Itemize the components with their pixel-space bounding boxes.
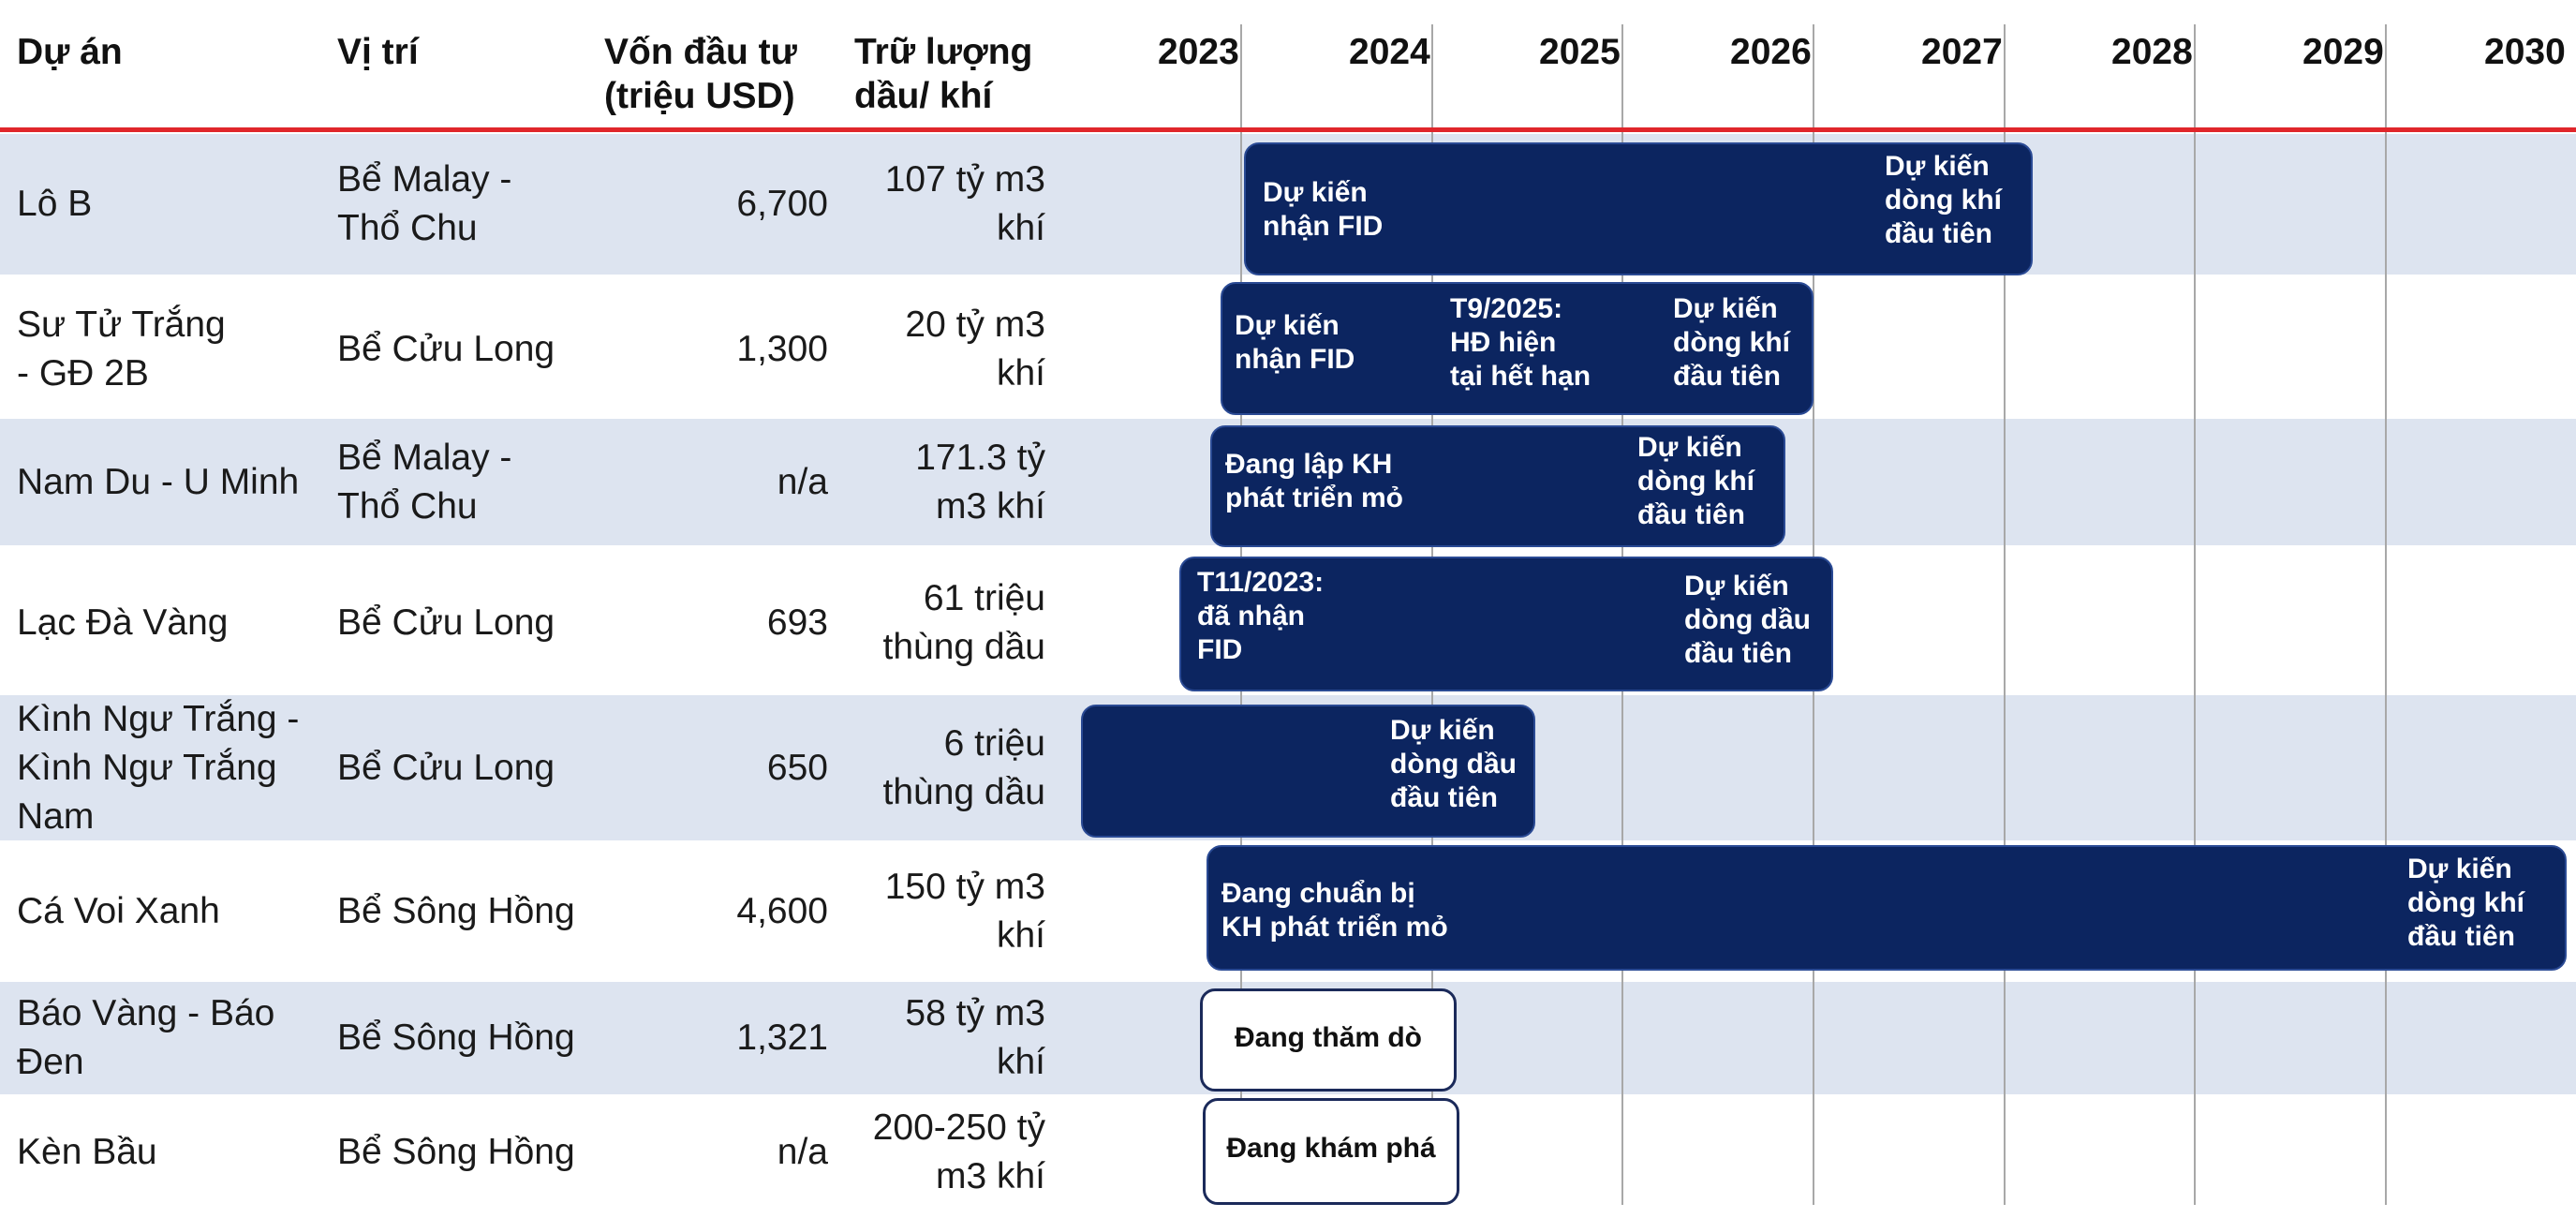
row7-capital: 1,321	[736, 1017, 828, 1058]
row4-label-first-oil: Dự kiến dòng dầu đầu tiên	[1684, 571, 1811, 669]
row2-capital: 1,300	[736, 328, 828, 369]
row7-status-box	[1200, 988, 1457, 1092]
row5-project: Kình Ngư Trắng - Kình Ngư Trắng Nam	[17, 698, 300, 837]
row6-reserves: 150 tỷ m3 khí	[884, 867, 1045, 956]
row1-label-fid: Dự kiến nhận FID	[1263, 177, 1384, 242]
header-project: Dự án	[17, 32, 123, 72]
grid-line-2027	[2004, 24, 2006, 1205]
row6-timeline-bar	[1207, 845, 2567, 971]
header-year-2029: 2029	[2302, 32, 2384, 72]
row2-label-fid: Dự kiến nhận FID	[1235, 310, 1355, 375]
row8-capital: n/a	[777, 1131, 828, 1172]
row4-capital: 693	[766, 602, 828, 643]
row2-reserves: 20 tỷ m3 khí	[905, 304, 1045, 394]
row2-project: Sư Tử Trắng - GĐ 2B	[17, 304, 226, 394]
row7-project: Báo Vàng - Báo Đen	[17, 993, 275, 1082]
row3-timeline-bar	[1210, 425, 1785, 547]
row8-status-box	[1203, 1098, 1459, 1205]
header-year-2030: 2030	[2484, 32, 2566, 72]
row1-location: Bể Malay - Thổ Chu	[337, 159, 512, 248]
row5-capital: 650	[766, 747, 828, 788]
row5-label-first-oil: Dự kiến dòng dầu đầu tiên	[1390, 715, 1517, 813]
header-year-2025: 2025	[1539, 32, 1621, 72]
row2-label-first-gas: Dự kiến dòng khí đầu tiên	[1673, 293, 1790, 392]
row1-label-first-gas: Dự kiến dòng khí đầu tiên	[1885, 151, 2002, 249]
header-year-2023: 2023	[1158, 32, 1239, 72]
header-capital: Vốn đầu tư (triệu USD)	[604, 32, 797, 116]
row4-project: Lạc Đà Vàng	[17, 602, 229, 643]
row8-label-discovering: Đang khám phá	[1226, 1133, 1436, 1164]
row1-project: Lô B	[17, 184, 93, 224]
row6-location: Bể Sông Hồng	[337, 891, 575, 931]
row6-label-field-dev-plan: Đang chuẩn bị KH phát triển mỏ	[1221, 878, 1448, 943]
row6-capital: 4,600	[736, 891, 828, 931]
row6-label-first-gas: Dự kiến dòng khí đầu tiên	[2407, 854, 2524, 952]
row3-label-first-gas: Dự kiến dòng khí đầu tiên	[1637, 432, 1754, 530]
row7-label-exploring: Đang thăm dò	[1235, 1022, 1422, 1053]
header-year-2026: 2026	[1730, 32, 1812, 72]
row3-label-field-dev-plan: Đang lập KH phát triển mỏ	[1225, 449, 1404, 513]
grid-line-2028	[2194, 24, 2196, 1205]
row8-reserves: 200-250 tỷ m3 khí	[872, 1107, 1045, 1196]
row5-reserves: 6 triệu thùng dầu	[882, 722, 1045, 812]
row4-reserves: 61 triệu thùng dầu	[882, 578, 1045, 667]
row3-reserves: 171.3 tỷ m3 khí	[915, 437, 1045, 527]
row8-location: Bể Sông Hồng	[337, 1131, 575, 1172]
row7-reserves: 58 tỷ m3 khí	[905, 993, 1045, 1082]
row3-location: Bể Malay - Thổ Chu	[337, 437, 512, 527]
row4-label-fid-received: T11/2023: đã nhận FID	[1197, 567, 1325, 665]
row4-location: Bể Cửu Long	[337, 602, 555, 643]
row3-project: Nam Du - U Minh	[17, 461, 300, 502]
row3-capital: n/a	[777, 461, 828, 502]
row1-capital: 6,700	[736, 184, 828, 224]
row2-label-contract-expiry: T9/2025: HĐ hiện tại hết hạn	[1450, 293, 1591, 392]
row5-timeline-bar	[1081, 705, 1535, 838]
header-year-2028: 2028	[2111, 32, 2193, 72]
header-year-2024: 2024	[1349, 32, 1430, 72]
grid-line-2029	[2385, 24, 2387, 1205]
header-reserves: Trữ lượng dầu/ khí	[854, 32, 1033, 116]
header-location: Vị trí	[337, 32, 419, 72]
row2-location: Bể Cửu Long	[337, 328, 555, 369]
row1-reserves: 107 tỷ m3 khí	[884, 159, 1045, 248]
header-year-2027: 2027	[1921, 32, 2003, 72]
header-rule	[0, 127, 2576, 132]
row8-project: Kèn Bầu	[17, 1131, 157, 1172]
row1-timeline-bar	[1244, 142, 2033, 275]
row7-location: Bể Sông Hồng	[337, 1017, 575, 1058]
row6-project: Cá Voi Xanh	[17, 891, 220, 931]
row2-timeline-bar	[1221, 282, 1814, 415]
row5-location: Bể Cửu Long	[337, 747, 555, 788]
row4-timeline-bar	[1179, 557, 1833, 691]
